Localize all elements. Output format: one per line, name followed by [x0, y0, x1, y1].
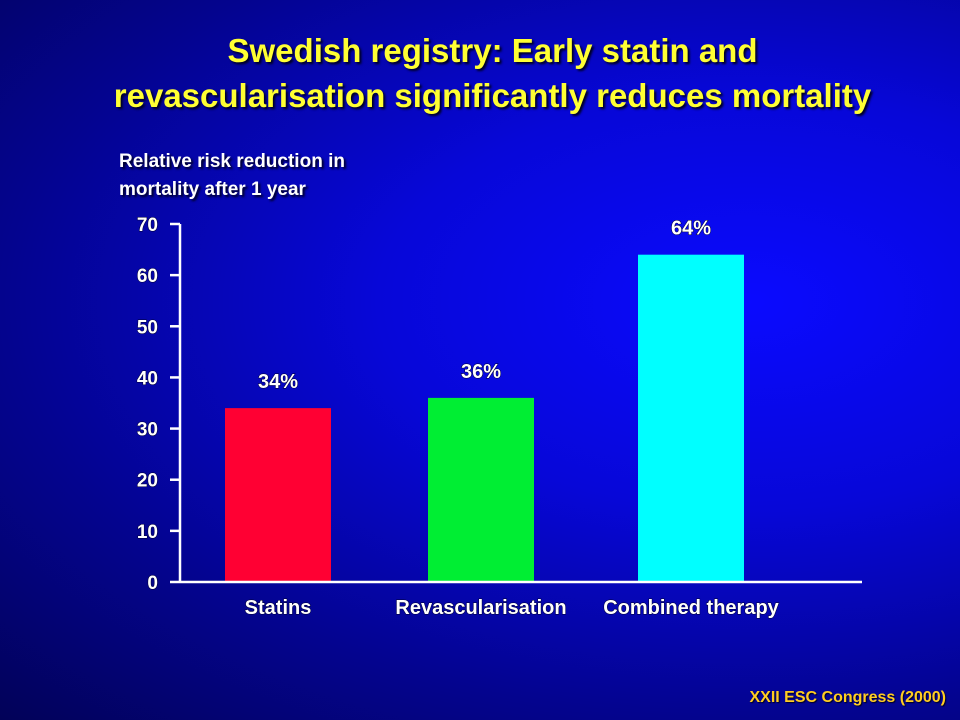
- title-line-2: revascularisation significantly reduces …: [113, 77, 872, 114]
- category-label: Combined therapy: [603, 597, 779, 619]
- data-label: 34%: [258, 371, 298, 393]
- bar-statins: [225, 408, 331, 582]
- x-axis: Statins Revascularisation Combined therapy: [244, 597, 780, 620]
- category-label: Statins: [245, 597, 312, 619]
- category-label: Revascularisation: [395, 597, 566, 619]
- source-citation: XXII ESC Congress (2000): [749, 689, 946, 706]
- y-axis-title: Relative risk reduction in mortality aft…: [119, 148, 345, 204]
- y-tick-label: 60: [137, 266, 158, 287]
- y-tick-label: 50: [137, 317, 158, 338]
- data-label: 36%: [461, 361, 501, 383]
- y-tick-label: 30: [137, 420, 158, 441]
- y-tick-label: 40: [137, 368, 158, 389]
- y-axis-title-line-2: mortality after 1 year: [119, 179, 306, 200]
- title-line-1: Swedish registry: Early statin and: [227, 32, 758, 69]
- bars: [225, 254, 744, 582]
- y-tick-label: 70: [137, 215, 158, 236]
- y-tick-label: 10: [137, 522, 158, 543]
- bar-revascularisation: [428, 397, 534, 582]
- slide-title: Swedish registry: Early statin and revas…: [0, 28, 960, 118]
- data-label: 64%: [671, 218, 711, 240]
- data-labels: 34% 36% 64%: [257, 217, 711, 393]
- y-axis: 0 10 20 30 40 50 60 70: [136, 215, 180, 595]
- y-axis-title-line-1: Relative risk reduction in: [119, 151, 345, 172]
- y-tick-label: 0: [147, 573, 158, 594]
- y-tick-label: 20: [137, 471, 158, 492]
- bar-combined-therapy: [638, 254, 744, 582]
